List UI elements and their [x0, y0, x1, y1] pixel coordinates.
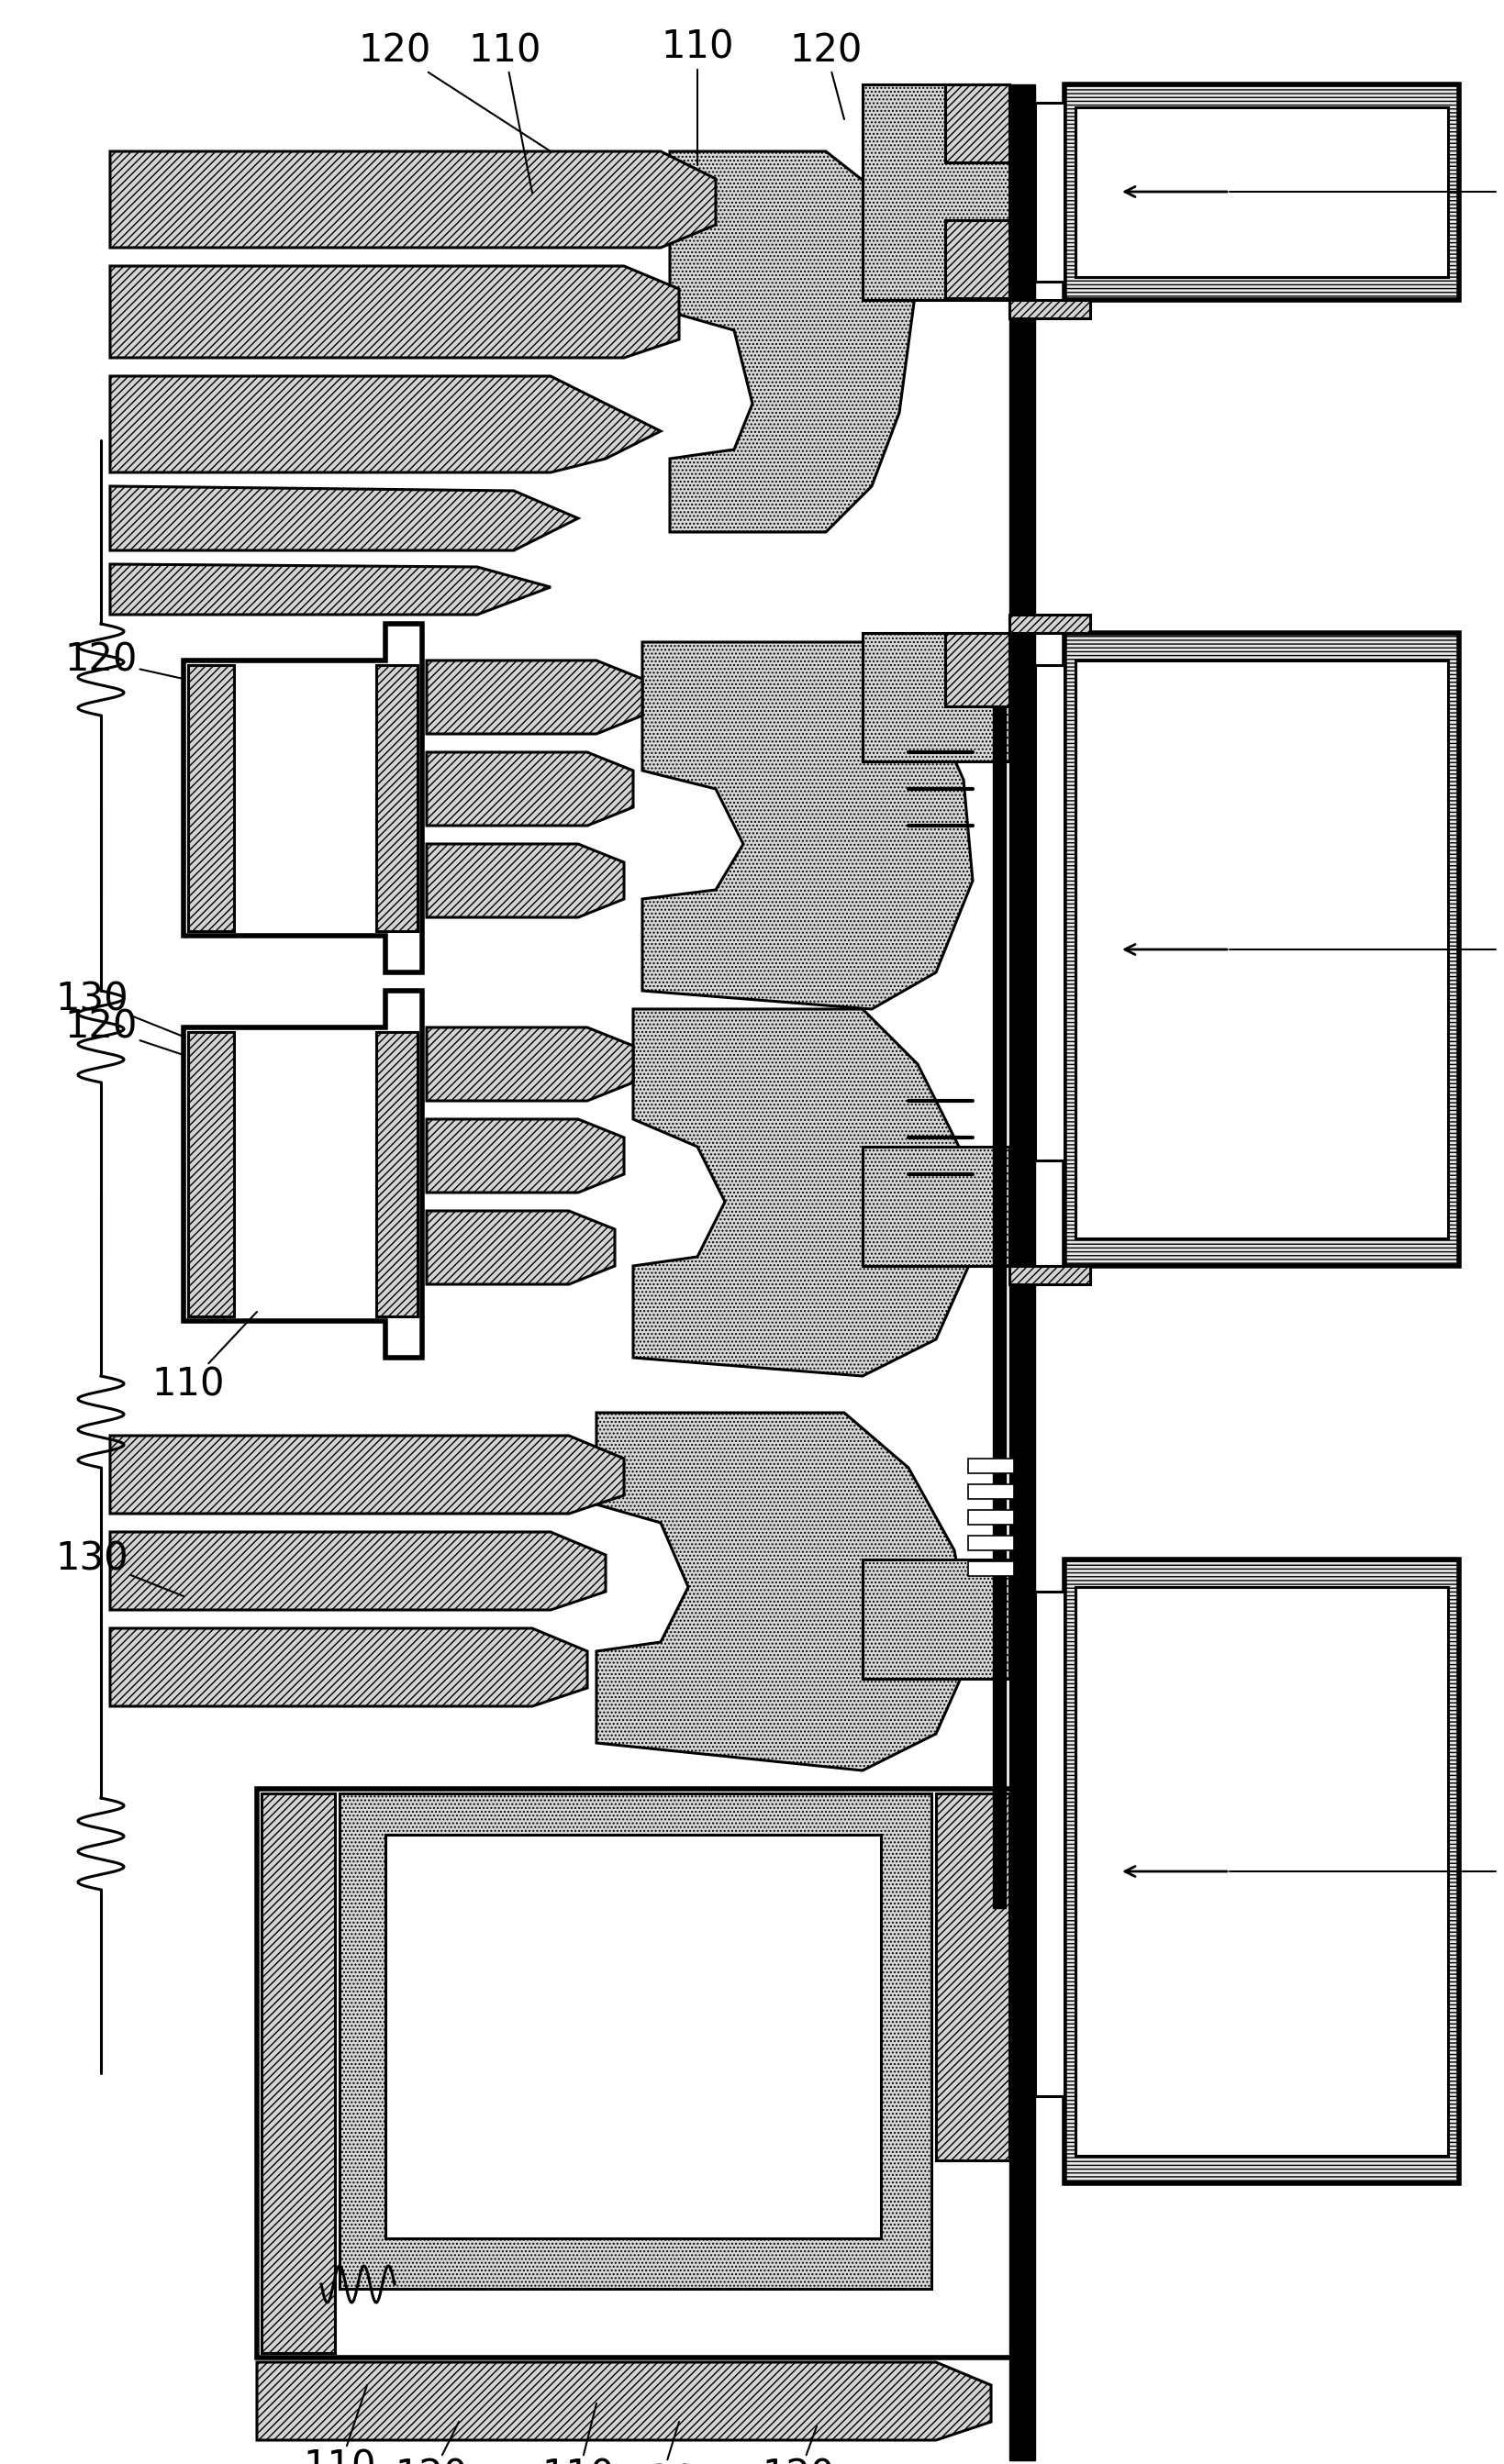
Bar: [967, 1459, 1014, 1473]
Bar: [945, 219, 1009, 298]
Bar: [262, 1794, 335, 2353]
Bar: [967, 1562, 1014, 1577]
Bar: [1063, 84, 1459, 301]
Polygon shape: [110, 266, 678, 357]
Bar: [1075, 108, 1447, 276]
Text: 120: 120: [358, 32, 550, 150]
Bar: [188, 1032, 233, 1316]
Text: 120: 120: [761, 2427, 835, 2464]
Bar: [1009, 1266, 1089, 1284]
Polygon shape: [427, 660, 642, 734]
Bar: [945, 633, 1009, 707]
Polygon shape: [110, 1629, 587, 1705]
Polygon shape: [183, 623, 421, 973]
Bar: [862, 633, 1009, 761]
Text: 110: 110: [302, 2385, 376, 2464]
Polygon shape: [110, 485, 578, 549]
Text: 120: 120: [65, 1008, 183, 1055]
Bar: [376, 665, 417, 931]
Polygon shape: [642, 643, 972, 1010]
Bar: [1035, 103, 1063, 281]
Bar: [993, 633, 1005, 1907]
Text: 130: 130: [56, 1540, 183, 1597]
Bar: [257, 1789, 1018, 2358]
Polygon shape: [110, 150, 716, 249]
Bar: [188, 665, 233, 931]
Bar: [385, 1836, 880, 2237]
Bar: [1063, 633, 1459, 1266]
Polygon shape: [183, 991, 421, 1358]
Bar: [1035, 665, 1063, 1161]
Text: 110: 110: [468, 32, 541, 192]
Polygon shape: [110, 1533, 605, 1609]
Text: 130: 130: [56, 981, 183, 1037]
Bar: [945, 84, 1009, 163]
Bar: [340, 1794, 931, 2289]
Polygon shape: [257, 2363, 991, 2439]
Bar: [967, 1510, 1014, 1525]
Bar: [967, 1483, 1014, 1498]
Bar: [1009, 84, 1035, 2462]
Polygon shape: [427, 1027, 633, 1101]
Polygon shape: [669, 150, 917, 532]
Text: 120: 120: [624, 2422, 696, 2464]
Polygon shape: [427, 1119, 624, 1193]
Polygon shape: [110, 564, 550, 614]
Bar: [862, 1146, 1009, 1266]
Bar: [862, 1560, 1009, 1678]
Bar: [935, 1794, 1009, 2161]
Polygon shape: [427, 1210, 615, 1284]
Polygon shape: [596, 1412, 972, 1772]
Polygon shape: [427, 845, 624, 917]
Text: 110: 110: [660, 30, 734, 165]
Polygon shape: [633, 1010, 972, 1375]
Polygon shape: [110, 1437, 624, 1513]
Bar: [1035, 1592, 1063, 2097]
Bar: [967, 1535, 1014, 1550]
Text: 120: 120: [65, 641, 183, 680]
Polygon shape: [110, 377, 660, 473]
Bar: [1063, 1560, 1459, 2183]
Bar: [1009, 614, 1089, 633]
Text: 120: 120: [394, 2422, 468, 2464]
Bar: [1075, 1587, 1447, 2156]
Text: 120: 120: [790, 32, 862, 118]
Bar: [1009, 301, 1089, 318]
Bar: [862, 84, 1009, 301]
Bar: [1075, 660, 1447, 1239]
Bar: [376, 1032, 417, 1316]
Text: 110: 110: [152, 1311, 257, 1404]
Text: 110: 110: [541, 2402, 614, 2464]
Polygon shape: [427, 752, 633, 825]
